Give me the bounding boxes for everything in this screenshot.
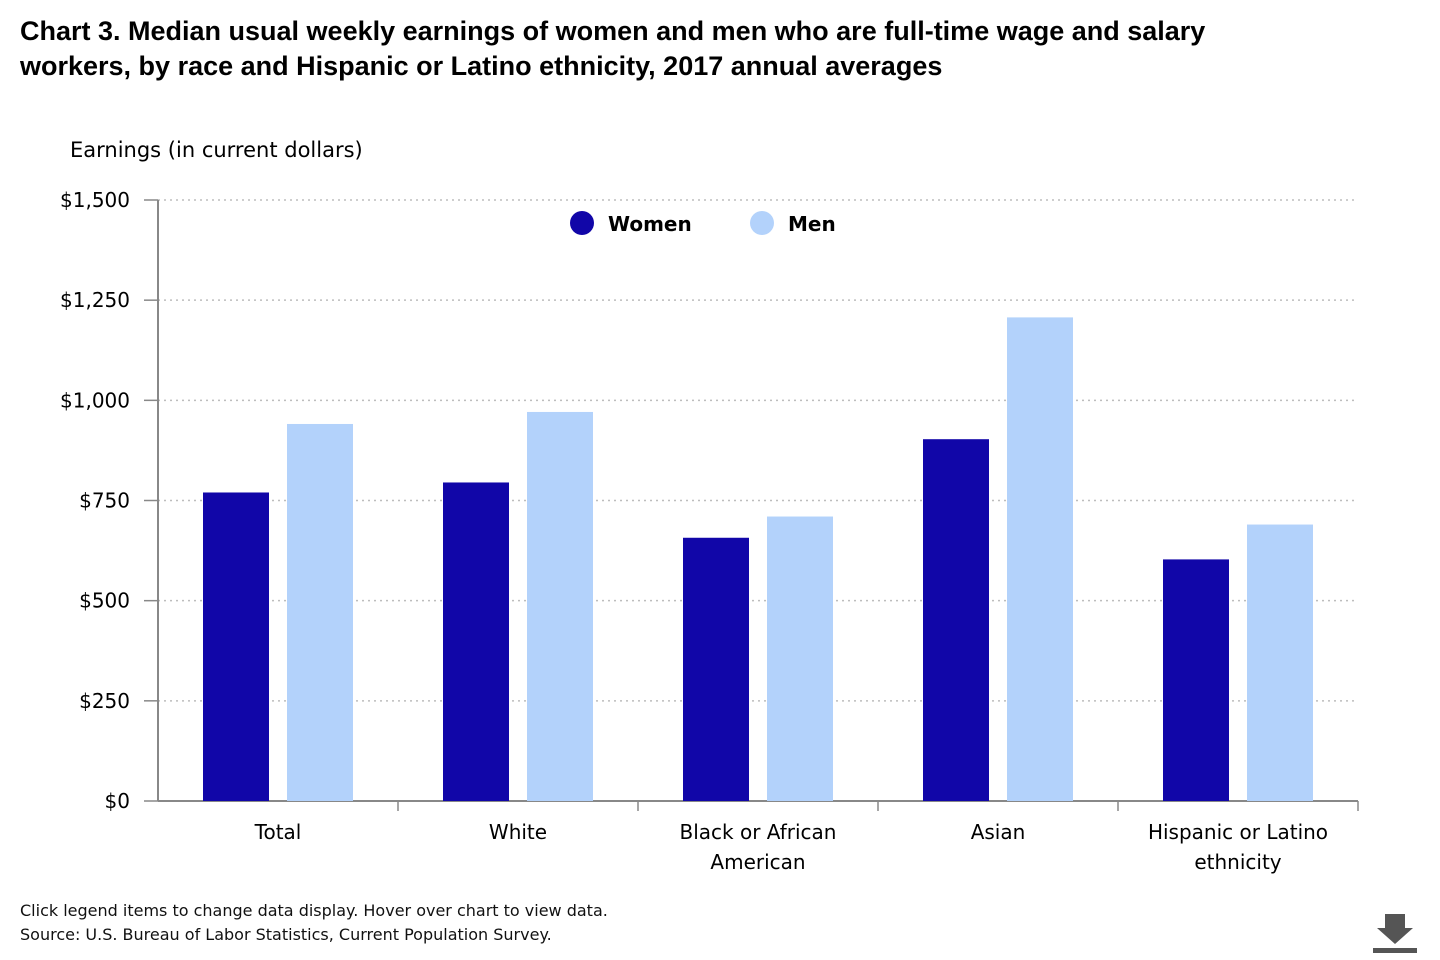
bar-women[interactable] [923,439,989,801]
x-tick-label: Total [254,820,302,844]
y-axis-label: Earnings (in current dollars) [70,138,363,162]
x-tick-label: White [489,820,547,844]
legend-marker-men[interactable] [750,211,774,235]
footer-source: Source: U.S. Bureau of Labor Statistics,… [20,925,552,944]
legend-label-men[interactable]: Men [788,212,836,236]
download-icon-tray [1373,948,1417,953]
download-icon-shaft [1385,914,1405,928]
chart-title-line-2: workers, by race and Hispanic or Latino … [20,51,943,81]
footer-note: Click legend items to change data displa… [20,901,608,920]
legend-label-women[interactable]: Women [608,212,692,236]
y-tick-label: $0 [105,789,130,813]
bar-women[interactable] [1163,559,1229,801]
bar-women[interactable] [203,492,269,801]
legend-marker-women[interactable] [570,211,594,235]
chart-title-line-1: Chart 3. Median usual weekly earnings of… [20,16,1206,46]
download-icon-arrowhead [1377,928,1413,944]
x-tick-label: Black or African [679,820,836,844]
bar-women[interactable] [443,482,509,801]
y-tick-label: $500 [79,589,130,613]
x-tick-label: Asian [971,820,1026,844]
y-tick-label: $750 [79,489,130,513]
bar-chart[interactable]: $0 $250 $500 $750 $1,000 $1,250 $1,500 Total Whi… [0,0,1440,900]
download-icon[interactable] [1372,908,1418,954]
x-tick-label: American [710,850,805,874]
y-tick-label: $1,500 [60,188,130,212]
bar-men[interactable] [1007,317,1073,801]
y-tick-label: $250 [79,689,130,713]
x-tick-label: ethnicity [1194,850,1281,874]
bar-men[interactable] [287,423,353,801]
bar-women[interactable] [683,537,749,801]
bar-men[interactable] [767,516,833,801]
bar-men[interactable] [1247,524,1313,801]
y-tick-label: $1,000 [60,388,130,412]
x-tick-label: Hispanic or Latino [1148,820,1328,844]
chart-footer: Click legend items to change data displa… [20,899,608,947]
chart-title: Chart 3. Median usual weekly earnings of… [20,14,1400,84]
bar-men[interactable] [527,411,593,801]
y-tick-label: $1,250 [60,288,130,312]
